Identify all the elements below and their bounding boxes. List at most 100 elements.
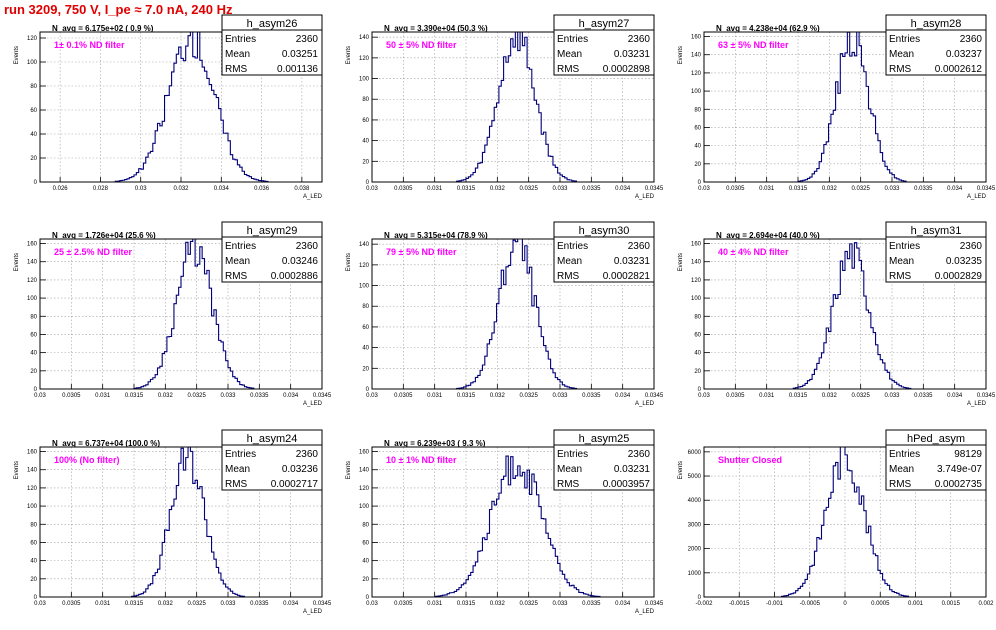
y-tick-label: 0 bbox=[34, 387, 38, 393]
x-tick-label: -0.001 bbox=[766, 601, 784, 607]
y-tick-label: 20 bbox=[694, 162, 701, 168]
y-axis-label: Events bbox=[678, 461, 684, 479]
y-tick-label: 140 bbox=[691, 53, 702, 59]
stats-box bbox=[221, 14, 323, 76]
navg-label: N_avg = 6.175e+02 ( 0.9 %) bbox=[52, 24, 154, 33]
stat-label-mean: Mean bbox=[225, 49, 250, 60]
x-tick-label: 0.031 bbox=[427, 393, 443, 399]
histogram-panel-hPed_asym: -0.002 -0.0015 -0.001 -0.0005 0 0.0005 0.001 0.… bbox=[664, 429, 996, 630]
y-tick-label: 40 bbox=[30, 132, 37, 138]
y-tick-label: 20 bbox=[30, 156, 37, 162]
x-tick-label: 0.034 bbox=[947, 186, 963, 192]
y-tick-label: 40 bbox=[30, 559, 37, 565]
stat-value-mean: 0.03231 bbox=[614, 49, 651, 60]
x-tick-label: 0.0335 bbox=[250, 601, 269, 607]
x-tick-label: 0.0325 bbox=[851, 393, 870, 399]
stat-label-mean: Mean bbox=[557, 256, 582, 267]
y-tick-label: 140 bbox=[27, 260, 38, 266]
histogram-name: h_asym24 bbox=[247, 433, 298, 445]
x-tick-label: 0.033 bbox=[552, 393, 568, 399]
x-axis-label: A_LED bbox=[635, 194, 655, 200]
y-tick-label: 100 bbox=[27, 504, 38, 510]
x-tick-label: 0.0305 bbox=[62, 393, 81, 399]
x-tick-label: 0.031 bbox=[95, 393, 111, 399]
x-tick-label: 0.0335 bbox=[582, 393, 601, 399]
x-tick-label: 0.03 bbox=[135, 186, 147, 192]
plot-frame bbox=[39, 446, 323, 598]
x-tick-label: 0.0005 bbox=[871, 601, 890, 607]
x-tick-label: 0.036 bbox=[254, 186, 270, 192]
x-tick-label: 0.0345 bbox=[977, 186, 996, 192]
filter-label: 50 ± 5% ND filter bbox=[386, 40, 457, 50]
x-tick-label: 0.001 bbox=[908, 601, 924, 607]
y-tick-label: 120 bbox=[27, 278, 38, 284]
x-tick-label: 0.0305 bbox=[726, 186, 745, 192]
stat-value-mean: 0.03236 bbox=[282, 464, 319, 475]
plot-frame bbox=[371, 238, 655, 390]
stats-box bbox=[553, 14, 655, 76]
y-tick-label: 20 bbox=[30, 577, 37, 583]
y-axis-label: Events bbox=[346, 253, 352, 271]
y-tick-label: 40 bbox=[694, 144, 701, 150]
x-tick-label: 0.034 bbox=[615, 601, 631, 607]
x-tick-label: 0.032 bbox=[822, 393, 838, 399]
x-tick-label: 0.031 bbox=[95, 601, 111, 607]
x-axis-label: A_LED bbox=[303, 194, 323, 200]
y-tick-label: 60 bbox=[362, 325, 369, 331]
x-tick-label: 0.002 bbox=[978, 601, 994, 607]
y-tick-label: 0 bbox=[34, 595, 38, 601]
x-tick-label: 0.0345 bbox=[645, 186, 664, 192]
plot-frame bbox=[703, 238, 987, 390]
histogram-panel-h_asym28: 0.03 0.0305 0.031 0.0315 0.032 0.0325 0.033 0.0… bbox=[664, 14, 996, 215]
y-tick-label: 140 bbox=[359, 468, 370, 474]
x-axis-label: A_LED bbox=[303, 609, 323, 615]
stats-box bbox=[885, 221, 987, 283]
y-tick-label: 80 bbox=[694, 314, 701, 320]
y-tick-label: 140 bbox=[359, 35, 370, 41]
x-tick-label: 0.033 bbox=[884, 393, 900, 399]
stat-value-mean: 3.749e-07 bbox=[937, 464, 982, 475]
y-tick-label: 100 bbox=[691, 89, 702, 95]
y-tick-label: 6000 bbox=[688, 450, 702, 456]
x-tick-label: 0.03 bbox=[366, 393, 378, 399]
x-tick-label: 0.0315 bbox=[457, 601, 476, 607]
stat-label-mean: Mean bbox=[225, 256, 250, 267]
stats-box bbox=[553, 221, 655, 283]
histogram-chart: 0.03 0.0305 0.031 0.0315 0.032 0.0325 0.033 0.0… bbox=[14, 221, 332, 407]
histogram-name: h_asym26 bbox=[247, 18, 298, 30]
plot-frame bbox=[39, 238, 323, 390]
histogram-chart: 0.03 0.0305 0.031 0.0315 0.032 0.0325 0.033 0.0… bbox=[346, 14, 664, 200]
y-tick-label: 80 bbox=[362, 522, 369, 528]
histogram-chart: 0.03 0.0305 0.031 0.0315 0.032 0.0325 0.033 0.0… bbox=[346, 221, 664, 407]
y-tick-label: 5000 bbox=[688, 474, 702, 480]
y-tick-label: 60 bbox=[30, 108, 37, 114]
x-tick-label: 0.0335 bbox=[914, 186, 933, 192]
stat-value-mean: 0.03231 bbox=[614, 464, 651, 475]
x-tick-label: 0.033 bbox=[884, 186, 900, 192]
y-tick-label: 160 bbox=[359, 450, 370, 456]
stat-value-mean: 0.03237 bbox=[946, 49, 983, 60]
y-tick-label: 60 bbox=[30, 540, 37, 546]
x-tick-label: 0 bbox=[843, 601, 847, 607]
y-tick-label: 20 bbox=[694, 369, 701, 375]
navg-label: N_avg = 3.390e+04 (50.3 %) bbox=[384, 24, 488, 33]
filter-label: 25 ± 2.5% ND filter bbox=[54, 247, 132, 257]
plot-frame bbox=[371, 446, 655, 598]
navg-label: N_avg = 6.239e+03 ( 9.3 %) bbox=[384, 439, 486, 448]
x-tick-label: 0.03 bbox=[698, 393, 710, 399]
plot-frame bbox=[39, 31, 323, 183]
plot-frame bbox=[703, 31, 987, 183]
stat-label-mean: Mean bbox=[889, 256, 914, 267]
y-tick-label: 120 bbox=[359, 486, 370, 492]
y-tick-label: 4000 bbox=[688, 498, 702, 504]
x-tick-label: 0.031 bbox=[427, 186, 443, 192]
x-tick-label: 0.03 bbox=[34, 601, 46, 607]
x-tick-label: 0.0315 bbox=[457, 393, 476, 399]
y-tick-label: 80 bbox=[362, 304, 369, 310]
x-tick-label: 0.0345 bbox=[313, 601, 332, 607]
y-tick-label: 60 bbox=[30, 332, 37, 338]
x-tick-label: 0.0315 bbox=[125, 601, 144, 607]
stat-label-mean: Mean bbox=[557, 49, 582, 60]
x-tick-label: 0.0325 bbox=[519, 601, 538, 607]
stat-label-mean: Mean bbox=[225, 464, 250, 475]
